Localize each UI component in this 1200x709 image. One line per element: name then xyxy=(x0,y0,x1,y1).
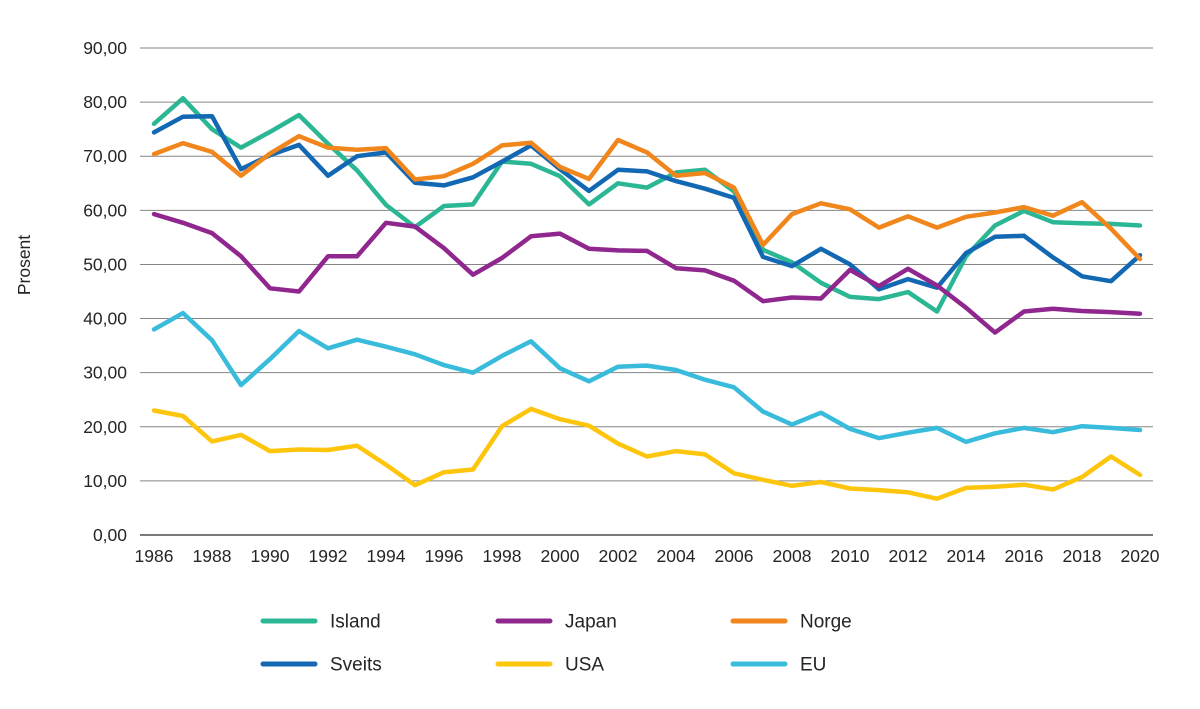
legend-label: Sveits xyxy=(330,655,382,676)
x-tick-label: 2018 xyxy=(1063,546,1102,566)
y-tick-label: 10,00 xyxy=(83,471,127,491)
x-tick-label: 2012 xyxy=(889,546,928,566)
x-tick-label: 2016 xyxy=(1005,546,1044,566)
x-tick-label: 2008 xyxy=(773,546,812,566)
series-line-japan xyxy=(151,211,1143,335)
x-axis-tick-labels: 1986 1988 1990 1992 1994 1996 1998 2000 2002 2004… xyxy=(135,546,1160,566)
y-tick-label: 60,00 xyxy=(83,200,127,220)
x-tick-label: 1994 xyxy=(367,546,406,566)
y-tick-label: 40,00 xyxy=(83,309,127,329)
y-axis-tick-labels: 0,00 10,00 20,00 30,00 40,00 50,00 60,00 70,00 8… xyxy=(83,38,127,545)
legend-item-island: Island xyxy=(260,612,381,633)
legend-item-japan: Japan xyxy=(495,612,617,633)
x-tick-label: 2002 xyxy=(599,546,638,566)
series-line-norge xyxy=(151,133,1143,262)
data-series-lines xyxy=(151,96,1143,501)
y-tick-label: 80,00 xyxy=(83,92,127,112)
x-tick-label: 1992 xyxy=(309,546,348,566)
x-tick-label: 1986 xyxy=(135,546,174,566)
x-tick-label: 2006 xyxy=(715,546,754,566)
y-axis-title: Prosent xyxy=(14,235,34,295)
series-line-island xyxy=(151,96,1143,314)
legend-item-sveits: Sveits xyxy=(260,655,382,676)
y-tick-label: 50,00 xyxy=(83,254,127,274)
x-tick-label: 1996 xyxy=(425,546,464,566)
x-tick-label: 2020 xyxy=(1121,546,1160,566)
legend-item-usa: USA xyxy=(495,655,604,676)
legend-label: USA xyxy=(565,655,604,676)
x-tick-label: 1988 xyxy=(193,546,232,566)
y-tick-label: 30,00 xyxy=(83,363,127,383)
y-tick-label: 20,00 xyxy=(83,417,127,437)
x-tick-label: 2004 xyxy=(657,546,696,566)
legend-item-eu: EU xyxy=(730,655,826,676)
legend-label: EU xyxy=(800,655,826,676)
legend-label: Japan xyxy=(565,612,617,633)
series-line-sveits xyxy=(151,113,1143,292)
series-line-usa xyxy=(151,406,1143,501)
legend-item-norge: Norge xyxy=(730,612,852,633)
x-tick-label: 2000 xyxy=(541,546,580,566)
y-tick-label: 70,00 xyxy=(83,146,127,166)
x-tick-label: 1990 xyxy=(251,546,290,566)
legend-label: Island xyxy=(330,612,381,633)
series-line-eu xyxy=(151,310,1143,445)
x-tick-label: 1998 xyxy=(483,546,522,566)
x-tick-label: 2014 xyxy=(947,546,986,566)
y-tick-label: 90,00 xyxy=(83,38,127,58)
legend-label: Norge xyxy=(800,612,852,633)
y-tick-label: 0,00 xyxy=(93,525,127,545)
x-tick-label: 2010 xyxy=(831,546,870,566)
legend: Island Japan Norge Sveits USA EU xyxy=(260,612,852,676)
gridlines xyxy=(140,47,1153,536)
